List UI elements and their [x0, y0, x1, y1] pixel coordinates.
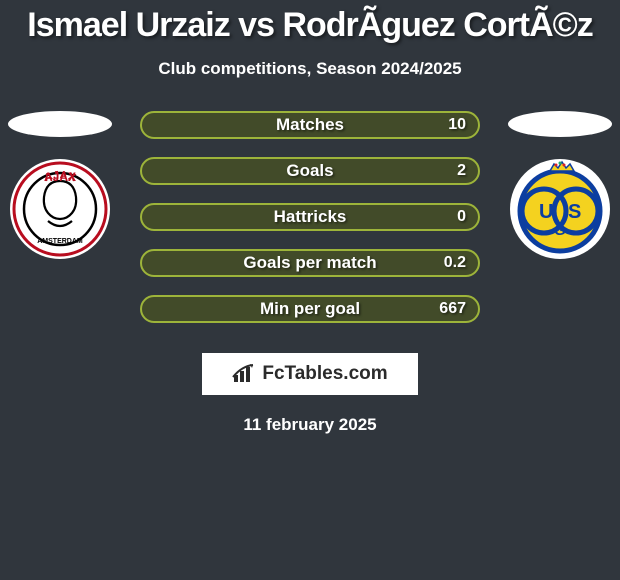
stat-label: Goals — [286, 161, 333, 181]
svg-text:AJAX: AJAX — [44, 170, 76, 184]
player-left-head-icon — [8, 111, 112, 137]
svg-text:AMSTERDAM: AMSTERDAM — [37, 238, 83, 245]
stat-value-right: 10 — [448, 116, 466, 134]
stat-value-right: 2 — [457, 162, 466, 180]
player-right-panel: U S G — [508, 111, 612, 259]
union-sg-crest-icon: U S G — [510, 159, 610, 259]
player-right-head-icon — [508, 111, 612, 137]
fctables-logo-text: FcTables.com — [262, 363, 387, 385]
player-left-crest: AMSTERDAM AJAX AJAX — [10, 159, 110, 259]
stat-label: Matches — [276, 115, 344, 135]
stats-area: AMSTERDAM AJAX AJAX U S G — [0, 111, 620, 323]
stat-bar-hattricks: Hattricks 0 — [140, 203, 480, 231]
stat-bar-matches: Matches 10 — [140, 111, 480, 139]
fctables-logo: FcTables.com — [232, 363, 387, 385]
stat-bar-goals: Goals 2 — [140, 157, 480, 185]
page-title: Ismael Urzaiz vs RodrÃ­guez CortÃ©z — [0, 0, 620, 45]
page-subtitle: Club competitions, Season 2024/2025 — [0, 59, 620, 79]
stat-bar-min-per-goal: Min per goal 667 — [140, 295, 480, 323]
player-left-panel: AMSTERDAM AJAX AJAX — [8, 111, 112, 259]
footer-date: 11 february 2025 — [0, 415, 620, 435]
stat-value-right: 0 — [457, 208, 466, 226]
stat-label: Hattricks — [274, 207, 347, 227]
fctables-logo-box: FcTables.com — [202, 353, 418, 395]
player-right-crest: U S G — [510, 159, 610, 259]
svg-text:U: U — [539, 201, 553, 223]
stat-value-right: 667 — [439, 300, 466, 318]
ajax-crest-icon: AMSTERDAM AJAX AJAX — [10, 159, 110, 259]
stat-value-right: 0.2 — [444, 254, 466, 272]
svg-text:G: G — [554, 222, 566, 239]
svg-text:S: S — [568, 201, 581, 223]
stat-bar-goals-per-match: Goals per match 0.2 — [140, 249, 480, 277]
stat-label: Min per goal — [260, 299, 360, 319]
stat-label: Goals per match — [243, 253, 376, 273]
stat-bars: Matches 10 Goals 2 Hattricks 0 Goals per… — [140, 111, 480, 323]
bar-chart-icon — [232, 364, 258, 384]
